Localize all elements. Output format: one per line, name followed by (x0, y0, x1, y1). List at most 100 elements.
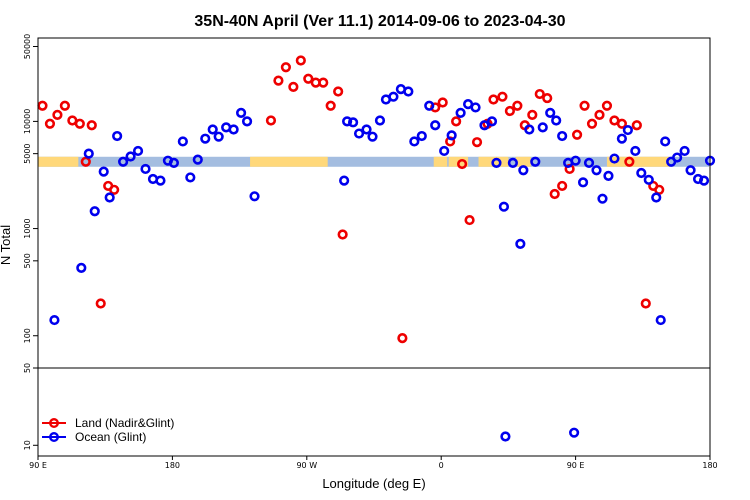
land-point (44, 118, 56, 129)
ocean-point (235, 107, 247, 119)
land-point (534, 88, 545, 100)
x-axis-label: Longitude (deg E) (322, 476, 425, 491)
ocean-point (500, 431, 511, 442)
land-bar-segment (606, 156, 670, 167)
ocean-point (524, 124, 535, 135)
land-point (527, 109, 538, 120)
y-tick-label: 500 (23, 253, 32, 268)
land-point (86, 120, 97, 131)
ocean-point (439, 145, 450, 157)
y-tick-label: 10000 (23, 109, 32, 134)
x-tick-label: 90 E (567, 461, 585, 470)
ocean-point (200, 133, 211, 144)
land-bar-segment (250, 156, 328, 167)
lower-panel-frame (37, 367, 711, 457)
ocean-point (430, 120, 441, 131)
land-point (640, 298, 651, 309)
x-tick-label: 180 (165, 461, 180, 470)
land-point (337, 229, 348, 240)
ocean-point (98, 166, 109, 177)
y-axis-label: N Total (0, 225, 13, 265)
ocean-point (241, 116, 253, 127)
ocean-point (192, 154, 203, 165)
ocean-point (155, 175, 166, 186)
ocean-point (249, 191, 260, 202)
ocean-point (591, 165, 602, 176)
land-point (497, 91, 508, 102)
ocean-point (361, 124, 372, 135)
land-point (464, 214, 475, 226)
land-point (549, 188, 560, 200)
ocean-point (651, 192, 662, 203)
legend: Land (Nadir&Glint) Ocean (Glint) (42, 416, 174, 444)
land-point (280, 62, 291, 73)
land-point (95, 298, 106, 309)
ocean-bar (39, 156, 709, 167)
ocean-point (367, 131, 378, 142)
ocean-point (507, 157, 518, 168)
ocean-point (636, 167, 647, 179)
ocean-point (679, 145, 690, 157)
y-tick-label: 100 (23, 328, 32, 343)
land-point (437, 97, 448, 108)
land-point (303, 73, 314, 84)
ocean-point (515, 238, 526, 249)
ocean-point (622, 124, 633, 136)
land-point (109, 184, 120, 195)
land-point (471, 137, 483, 148)
ocean-point (672, 152, 683, 163)
ocean-point (83, 148, 94, 159)
ocean-point (76, 262, 87, 273)
ocean-point (132, 145, 144, 157)
land-point (601, 100, 613, 111)
ocean-point (118, 156, 129, 167)
land-point (80, 156, 91, 167)
land-point (74, 118, 85, 129)
ocean-point (655, 314, 666, 326)
x-tick-label: 180 (702, 461, 717, 470)
ocean-point (570, 155, 581, 166)
land-point (586, 118, 598, 129)
ocean-point (470, 102, 481, 113)
land-point (571, 129, 583, 140)
land-point (59, 100, 70, 111)
land-point (579, 100, 590, 111)
land-point (488, 94, 499, 105)
ocean-point (104, 192, 115, 203)
land-point (37, 100, 48, 111)
land-bar-segment (38, 156, 79, 167)
y-tick-label: 5000 (23, 143, 32, 163)
ocean-point (213, 131, 224, 142)
land-bar-segment (433, 156, 448, 167)
ocean-point (168, 157, 179, 168)
y-tick-label: 50 (23, 363, 32, 373)
ocean-point (347, 117, 359, 128)
legend-ocean-marker (49, 432, 60, 443)
ocean-point (603, 170, 614, 182)
land-point (318, 77, 329, 88)
legend-ocean-label: Ocean (Glint) (75, 430, 146, 444)
legend-land-label: Land (Nadir&Glint) (75, 416, 174, 430)
ocean-point (388, 91, 399, 102)
ocean-point (455, 107, 466, 119)
y-tick-label: 1000 (23, 218, 32, 238)
x-tick-label: 0 (439, 461, 444, 470)
ocean-point (89, 206, 100, 217)
land-point (52, 109, 63, 120)
ocean-point (643, 174, 654, 185)
ocean-point (424, 100, 435, 111)
legend-land-marker (49, 418, 60, 429)
land-point (512, 100, 523, 111)
land-point (557, 180, 568, 192)
ocean-point (597, 193, 608, 204)
ocean-point (660, 136, 671, 147)
ocean-point (409, 136, 420, 147)
ocean-point (545, 107, 556, 119)
ocean-point (491, 157, 502, 168)
land-point (265, 115, 277, 126)
ocean-point (446, 130, 457, 141)
ocean-point (207, 124, 218, 135)
ocean-point (403, 86, 414, 97)
y-tick-label: 50000 (23, 34, 32, 59)
